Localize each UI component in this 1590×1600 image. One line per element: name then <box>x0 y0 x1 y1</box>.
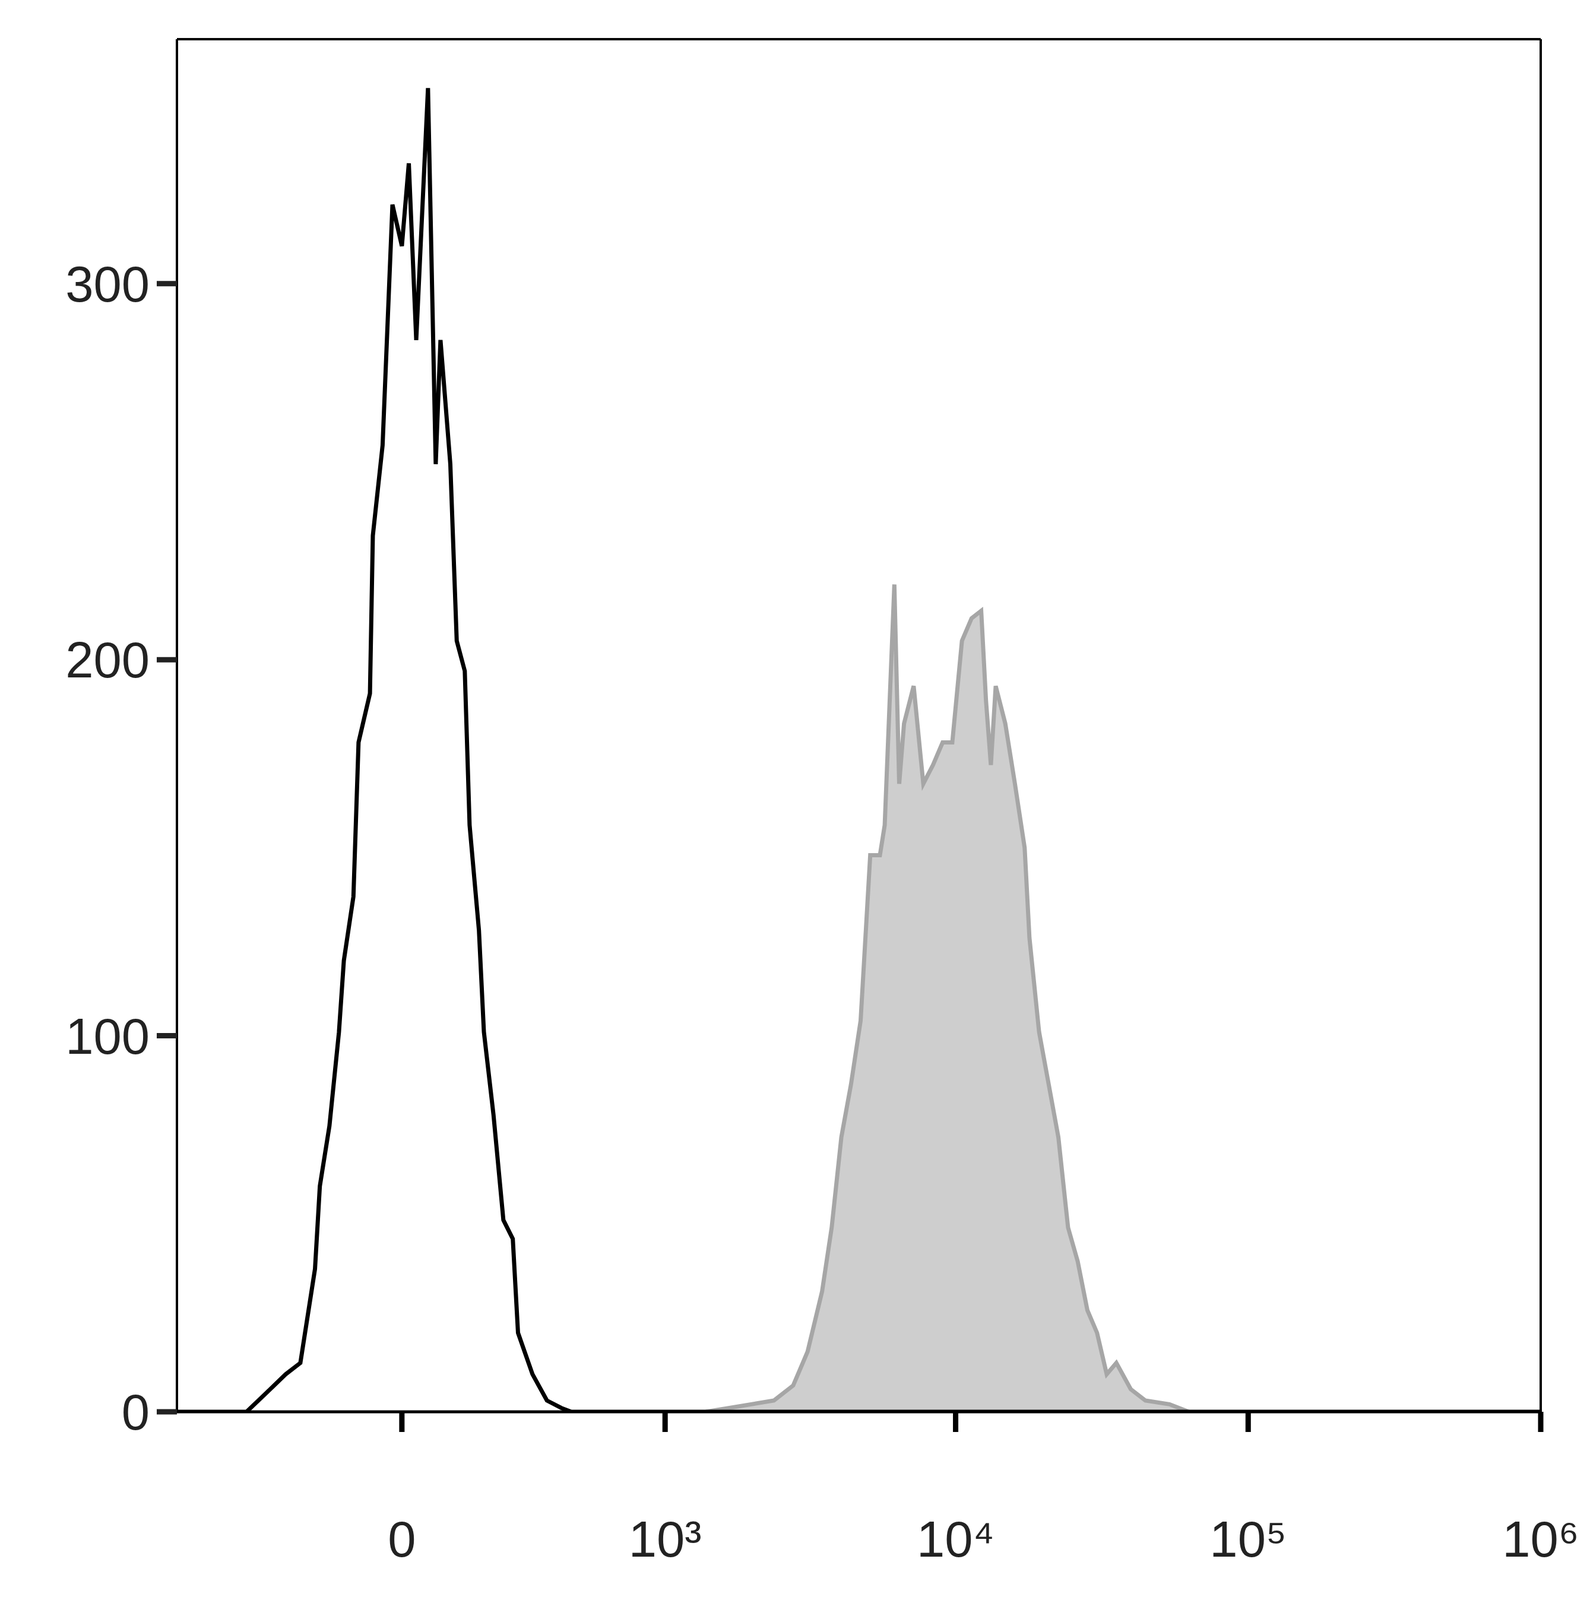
svg-text:0: 0 <box>387 1511 416 1568</box>
svg-text:10⁶: 10⁶ <box>1502 1511 1580 1568</box>
svg-text:10³: 10³ <box>628 1511 702 1568</box>
svg-text:10⁴: 10⁴ <box>916 1511 995 1568</box>
svg-text:0: 0 <box>121 1383 150 1441</box>
svg-text:10⁵: 10⁵ <box>1209 1511 1287 1568</box>
svg-text:300: 300 <box>65 255 150 313</box>
svg-text:200: 200 <box>65 631 150 689</box>
svg-text:100: 100 <box>65 1008 150 1065</box>
